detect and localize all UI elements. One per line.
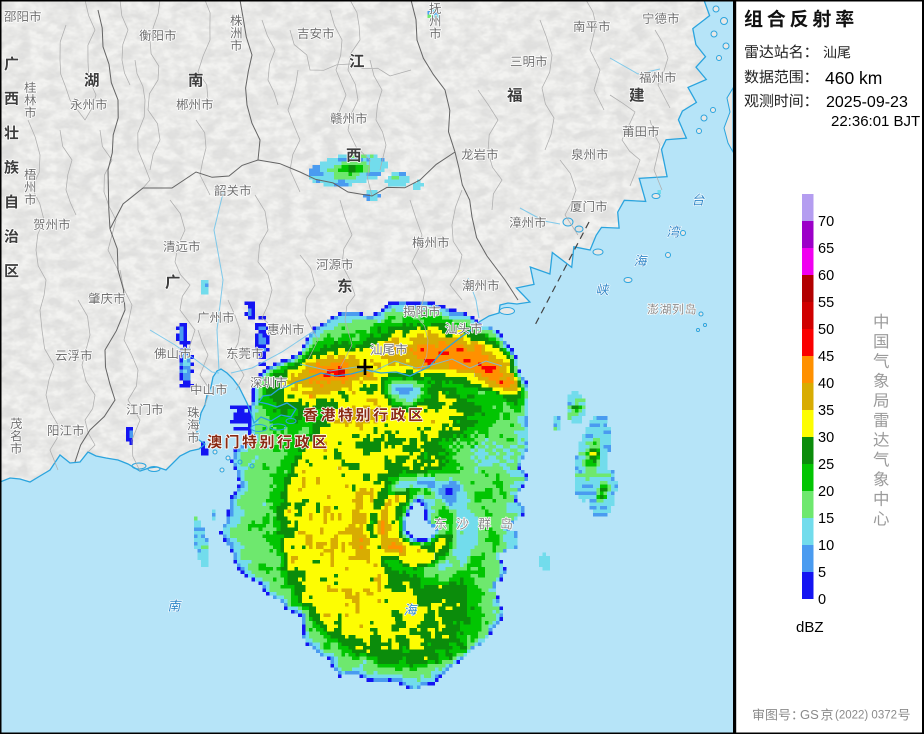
svg-text:40: 40 — [818, 376, 834, 392]
svg-text:50: 50 — [818, 322, 834, 338]
svg-text:10: 10 — [818, 538, 834, 554]
svg-text:70: 70 — [818, 214, 834, 230]
svg-text:45: 45 — [818, 349, 834, 365]
svg-text:55: 55 — [818, 295, 834, 311]
svg-text:30: 30 — [818, 430, 834, 446]
svg-text:460 km: 460 km — [825, 68, 882, 88]
svg-text:5: 5 — [818, 565, 826, 581]
svg-text:2025-09-23: 2025-09-23 — [826, 94, 908, 111]
svg-text:20: 20 — [818, 484, 834, 500]
svg-text:35: 35 — [818, 403, 834, 419]
svg-text:22:36:01 BJT: 22:36:01 BJT — [831, 113, 920, 130]
svg-text:0: 0 — [818, 592, 826, 608]
svg-text:60: 60 — [818, 268, 834, 284]
svg-text:dBZ: dBZ — [796, 619, 824, 636]
svg-text:65: 65 — [818, 241, 834, 257]
svg-text:GS: GS — [800, 707, 819, 722]
svg-text:(2022) 0372: (2022) 0372 — [835, 710, 897, 722]
svg-text:15: 15 — [818, 511, 834, 527]
svg-text:25: 25 — [818, 457, 834, 473]
